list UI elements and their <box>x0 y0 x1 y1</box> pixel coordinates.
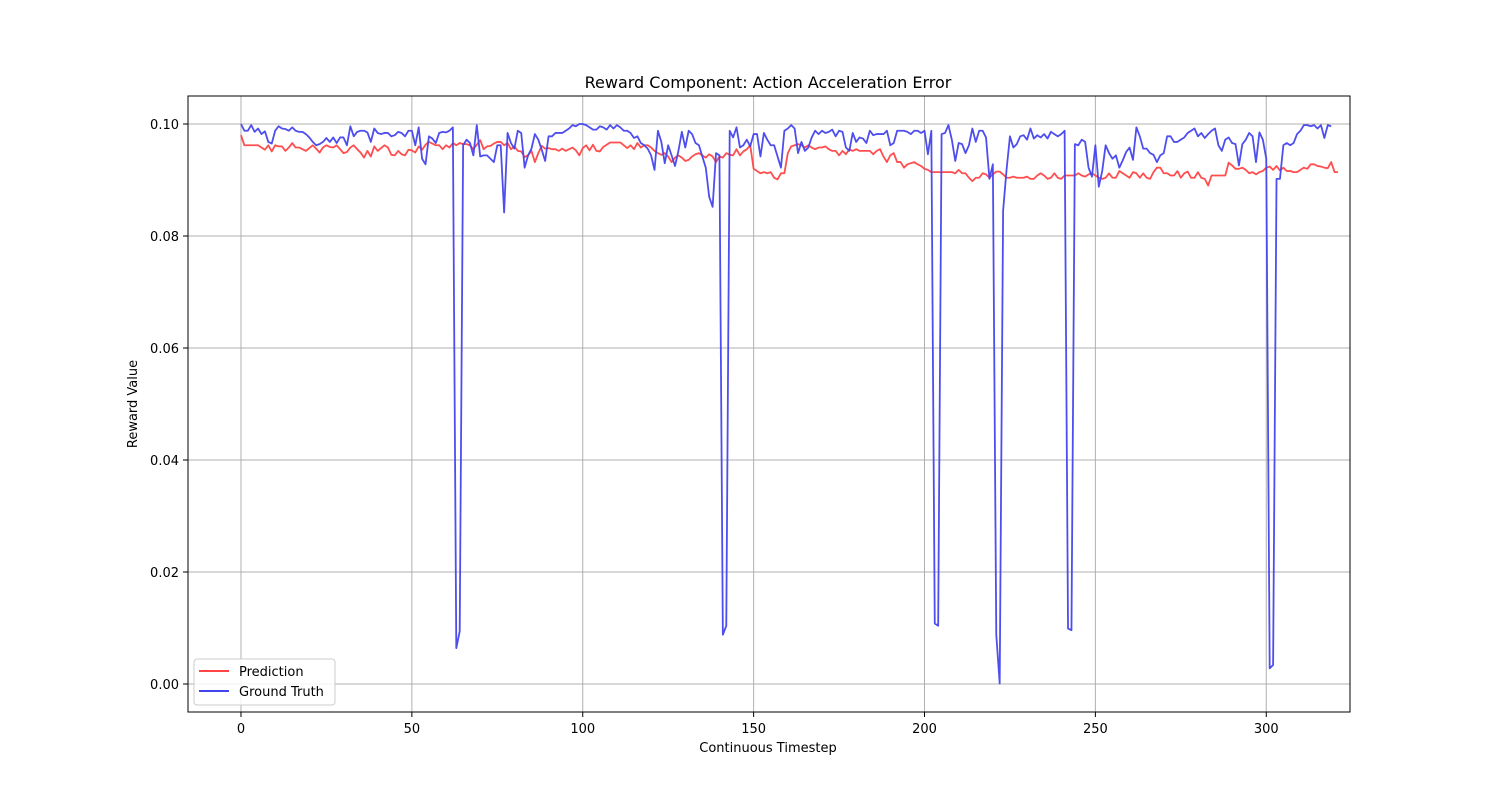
x-tick-label: 250 <box>1083 722 1108 737</box>
x-tick-label: 100 <box>570 722 595 737</box>
series-line-prediction <box>241 135 1338 185</box>
y-tick-label: 0.10 <box>150 118 179 133</box>
chart-title: Reward Component: Action Acceleration Er… <box>585 73 952 92</box>
y-tick-label: 0.08 <box>150 230 179 245</box>
x-tick-label: 300 <box>1254 722 1279 737</box>
legend: Prediction Ground Truth <box>194 659 335 705</box>
y-tick-label: 0.04 <box>150 454 179 469</box>
x-tick-label: 0 <box>237 722 245 737</box>
x-tick-label: 150 <box>741 722 766 737</box>
x-tick-label: 200 <box>912 722 937 737</box>
legend-label-prediction: Prediction <box>239 665 304 680</box>
y-tick-label: 0.02 <box>150 566 179 581</box>
x-axis-label: Continuous Timestep <box>699 741 837 756</box>
y-tick-label: 0.06 <box>150 342 179 357</box>
x-tick-label: 50 <box>404 722 421 737</box>
y-axis-ticks: 0.00 0.02 0.04 0.06 0.08 0.10 <box>150 118 188 693</box>
y-axis-label: Reward Value <box>126 360 141 448</box>
series-line-ground-truth <box>241 124 1331 683</box>
series-lines <box>241 124 1338 683</box>
y-tick-label: 0.00 <box>150 678 179 693</box>
grid <box>188 96 1350 712</box>
legend-label-ground-truth: Ground Truth <box>239 685 324 700</box>
x-axis-ticks: 0 50 100 150 200 250 300 <box>237 712 1279 737</box>
plot-frame <box>188 96 1350 712</box>
